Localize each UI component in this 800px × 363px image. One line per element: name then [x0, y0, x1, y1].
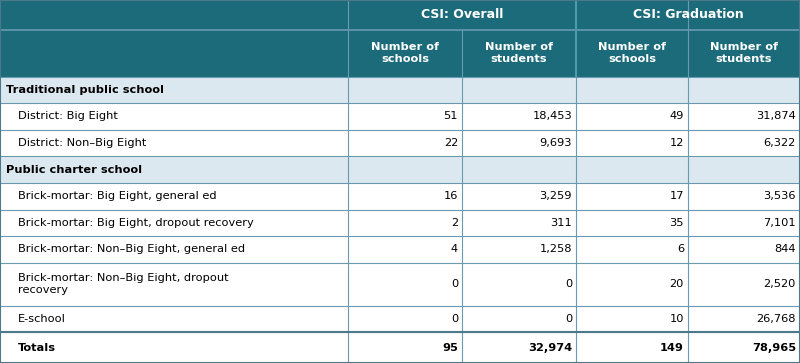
Text: Number of
schools: Number of schools — [598, 42, 666, 64]
Text: Traditional public school: Traditional public school — [6, 85, 165, 95]
Text: 6,322: 6,322 — [764, 138, 796, 148]
Bar — [0, 77, 800, 103]
Text: 49: 49 — [670, 111, 684, 122]
Text: 2,520: 2,520 — [764, 279, 796, 289]
Text: CSI: Graduation: CSI: Graduation — [633, 8, 743, 21]
Text: 31,874: 31,874 — [756, 111, 796, 122]
Text: 10: 10 — [670, 314, 684, 324]
Bar — [0, 236, 800, 263]
Text: 35: 35 — [670, 218, 684, 228]
Text: 17: 17 — [670, 191, 684, 201]
Text: 6: 6 — [677, 244, 684, 254]
Text: 7,101: 7,101 — [763, 218, 796, 228]
Text: 20: 20 — [670, 279, 684, 289]
Text: 3,536: 3,536 — [763, 191, 796, 201]
Text: District: Big Eight: District: Big Eight — [18, 111, 118, 122]
Bar — [0, 30, 800, 77]
Text: 12: 12 — [670, 138, 684, 148]
Bar — [0, 130, 800, 156]
Text: 149: 149 — [660, 343, 684, 353]
Text: 26,768: 26,768 — [757, 314, 796, 324]
Text: 95: 95 — [442, 343, 458, 353]
Text: 18,453: 18,453 — [532, 111, 572, 122]
Bar — [0, 209, 800, 236]
Text: Totals: Totals — [18, 343, 55, 353]
Text: 2: 2 — [451, 218, 458, 228]
Text: 22: 22 — [444, 138, 458, 148]
Text: Brick-mortar: Big Eight, dropout recovery: Brick-mortar: Big Eight, dropout recover… — [18, 218, 254, 228]
Text: Brick-mortar: Big Eight, general ed: Brick-mortar: Big Eight, general ed — [18, 191, 216, 201]
Text: Number of
students: Number of students — [485, 42, 553, 64]
Bar — [0, 263, 800, 306]
Bar — [0, 103, 800, 130]
Text: 0: 0 — [565, 314, 572, 324]
Text: 16: 16 — [444, 191, 458, 201]
Text: 4: 4 — [451, 244, 458, 254]
Text: 78,965: 78,965 — [752, 343, 796, 353]
Text: Number of
schools: Number of schools — [371, 42, 439, 64]
Text: 0: 0 — [450, 314, 458, 324]
Bar — [0, 306, 800, 333]
Text: Public charter school: Public charter school — [6, 165, 142, 175]
Text: E-school: E-school — [18, 314, 66, 324]
Text: 3,259: 3,259 — [539, 191, 572, 201]
Text: 0: 0 — [565, 279, 572, 289]
Text: District: Non–Big Eight: District: Non–Big Eight — [18, 138, 146, 148]
Bar — [0, 183, 800, 209]
Text: 844: 844 — [774, 244, 796, 254]
Text: 32,974: 32,974 — [528, 343, 572, 353]
Text: Brick-mortar: Non–Big Eight, general ed: Brick-mortar: Non–Big Eight, general ed — [18, 244, 245, 254]
Text: 1,258: 1,258 — [539, 244, 572, 254]
Text: Number of
students: Number of students — [710, 42, 778, 64]
Text: Brick-mortar: Non–Big Eight, dropout
recovery: Brick-mortar: Non–Big Eight, dropout rec… — [18, 273, 228, 295]
Bar — [0, 333, 800, 363]
Text: CSI: Overall: CSI: Overall — [421, 8, 503, 21]
Text: 9,693: 9,693 — [539, 138, 572, 148]
Text: 51: 51 — [443, 111, 458, 122]
Bar — [0, 156, 800, 183]
Bar — [0, 0, 800, 30]
Text: 311: 311 — [550, 218, 572, 228]
Text: 0: 0 — [450, 279, 458, 289]
